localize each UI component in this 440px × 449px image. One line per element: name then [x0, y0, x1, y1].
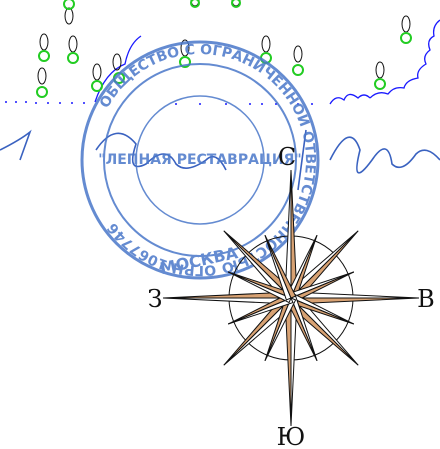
compass-label-north: С [278, 143, 296, 171]
signature [0, 129, 440, 191]
tree-marker [38, 33, 50, 62]
tree-marker [36, 67, 48, 98]
tree-marker [190, 0, 200, 8]
tree-marker [63, 0, 75, 25]
tree-marker [400, 15, 412, 44]
tree-marker [67, 35, 79, 64]
tree-line-right [369, 19, 440, 99]
tree-marker [231, 0, 241, 8]
compass-label-west: З [148, 285, 163, 313]
stamp-center-text: "ЛЕПНАЯ РЕСТАВРАЦИЯ" [98, 152, 301, 168]
tree-marker [91, 63, 103, 92]
compass-label-south: Ю [277, 423, 306, 449]
compass-label-east: В [417, 285, 435, 313]
dotted-boundary [5, 101, 313, 105]
tree-marker [179, 39, 191, 68]
compass-ray-nnw-shaded [264, 234, 297, 299]
tree-marker [374, 61, 386, 90]
compass-rose [162, 169, 420, 427]
tree-line-right-wave [329, 93, 371, 105]
tree-marker [292, 45, 304, 76]
